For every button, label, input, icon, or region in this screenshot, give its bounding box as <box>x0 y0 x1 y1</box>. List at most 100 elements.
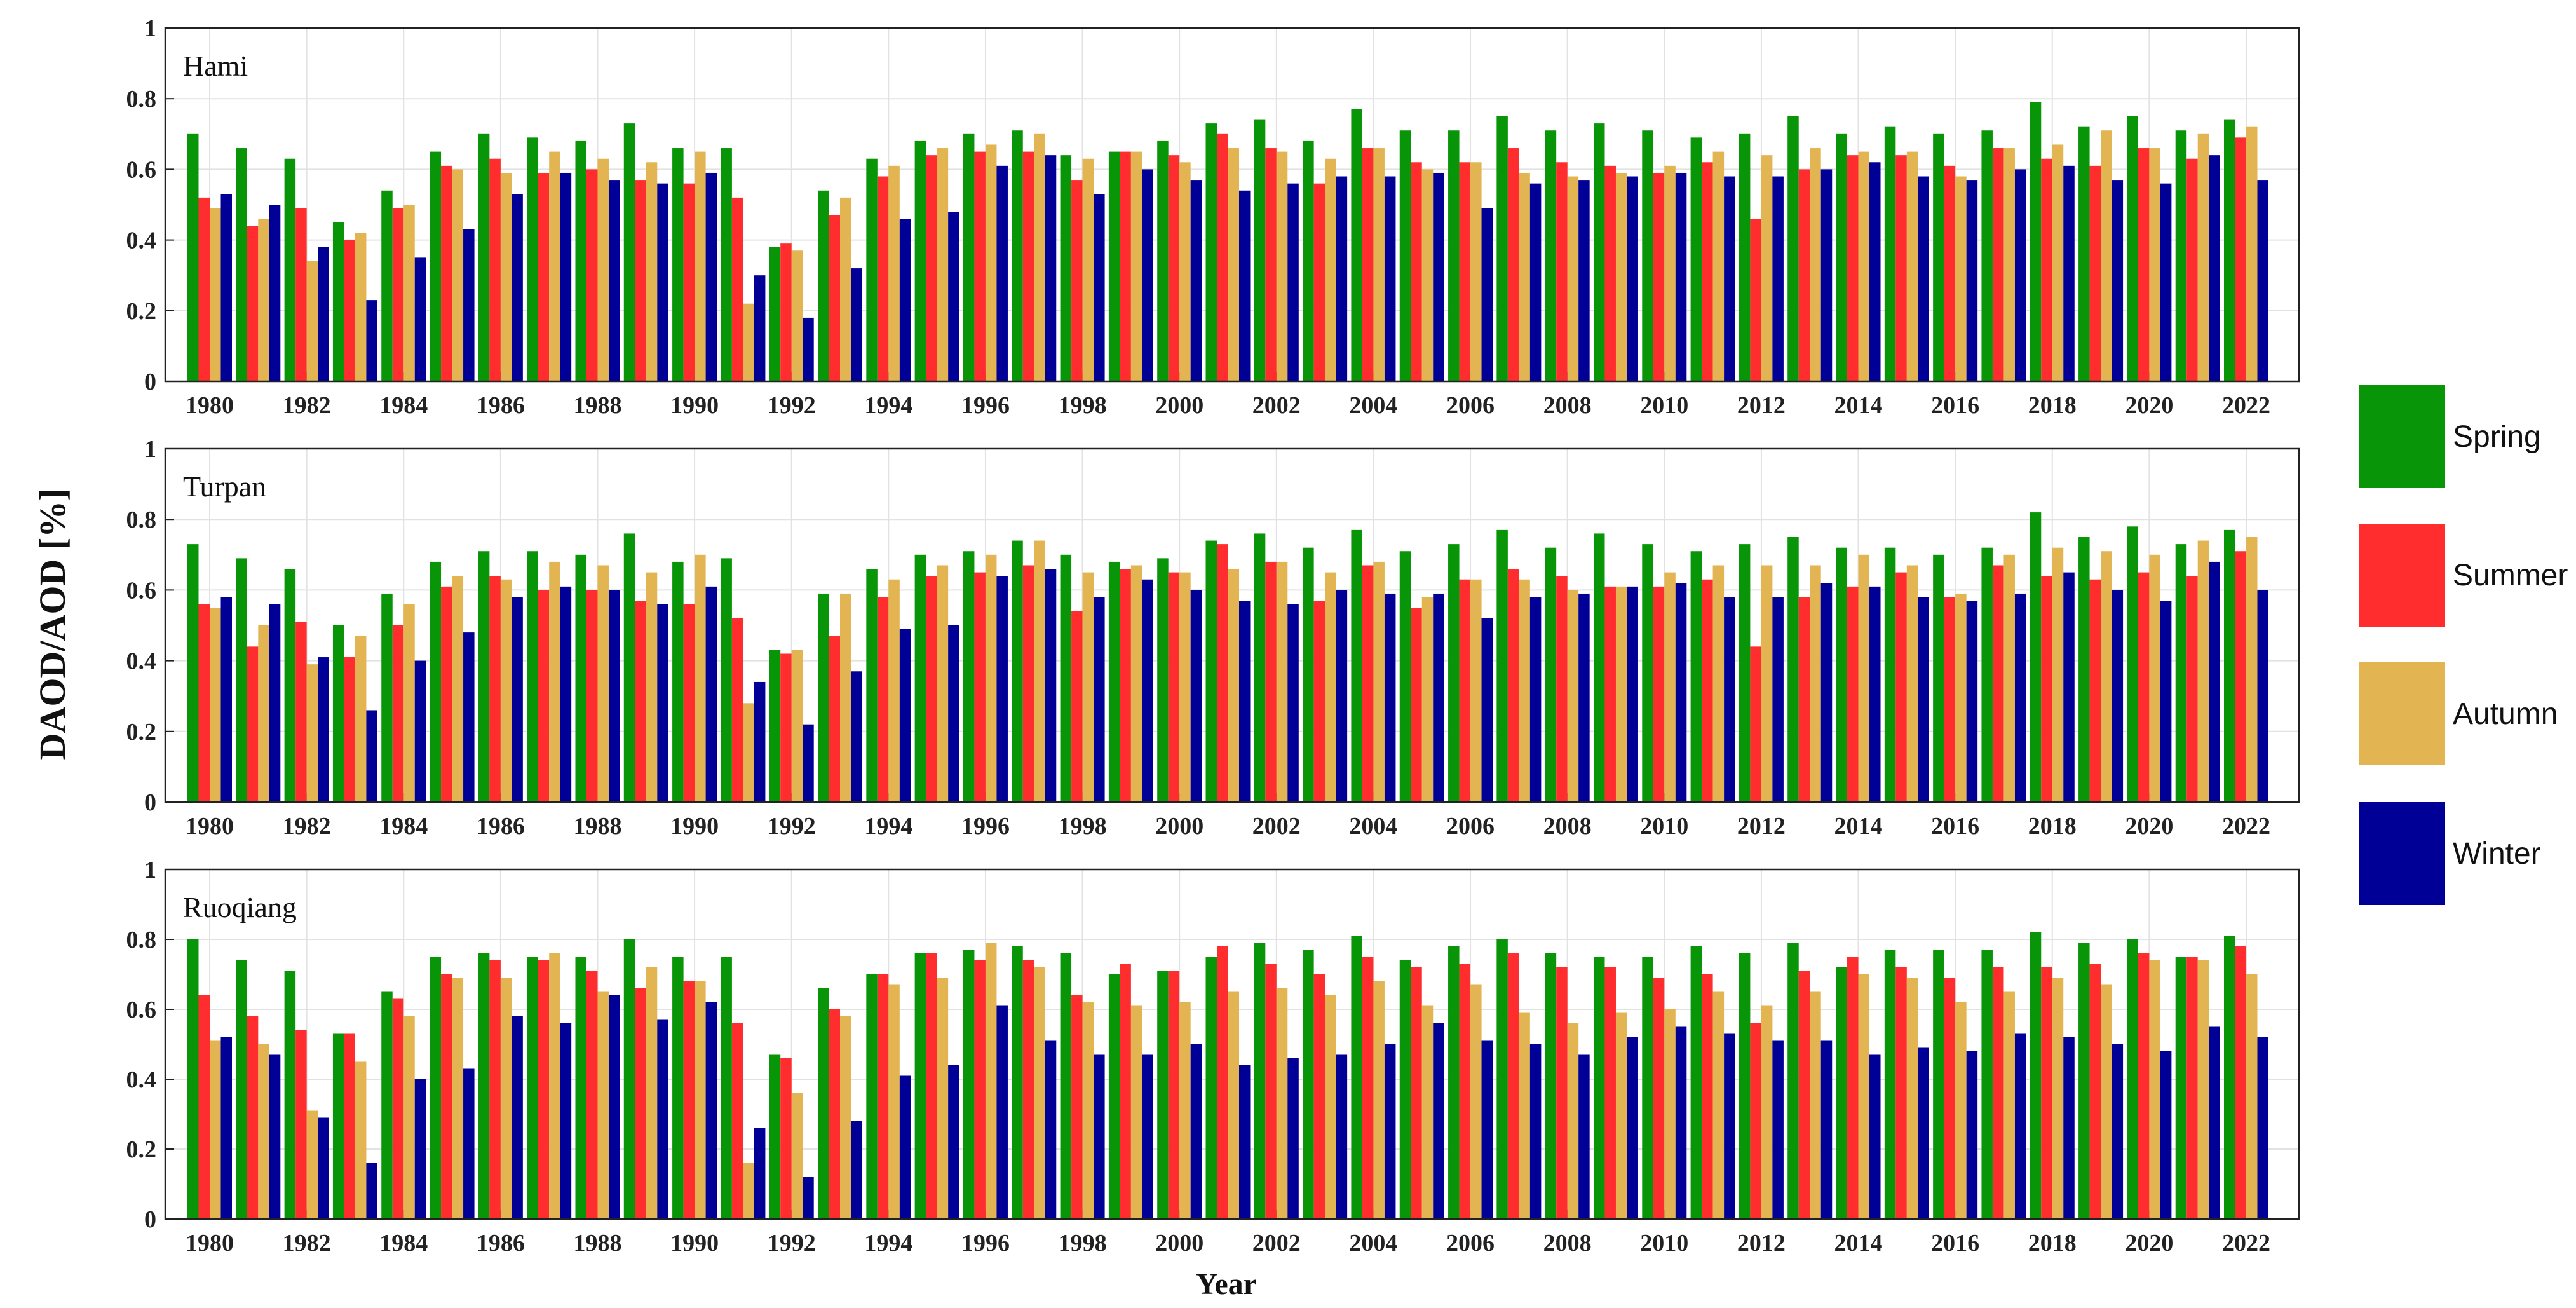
bar-spring-1996 <box>963 950 975 1219</box>
bar-autumn-1982 <box>306 664 318 802</box>
x-tick-label: 1992 <box>768 1230 816 1257</box>
legend-swatch-spring <box>2359 385 2445 488</box>
bar-autumn-1987 <box>549 151 560 381</box>
x-tick-label: 1998 <box>1059 1230 1107 1257</box>
bar-autumn-2018 <box>2052 547 2064 802</box>
bar-spring-2001 <box>1205 540 1217 802</box>
x-tick-label: 2004 <box>1349 1230 1397 1257</box>
bar-autumn-2003 <box>1325 158 1336 381</box>
bar-winter-2006 <box>1481 618 1493 802</box>
x-tick-label: 1988 <box>573 1230 621 1257</box>
x-tick-label: 2020 <box>2125 392 2173 419</box>
bar-summer-1986 <box>489 158 501 381</box>
bar-summer-2004 <box>1362 148 1374 382</box>
bar-winter-2020 <box>2160 183 2172 381</box>
bar-autumn-2015 <box>1906 978 1918 1219</box>
bar-summer-2020 <box>2138 953 2150 1219</box>
y-tick-label: 0 <box>144 789 156 816</box>
y-tick-label: 0 <box>144 369 156 395</box>
bar-spring-1983 <box>332 222 344 381</box>
bar-autumn-2013 <box>1810 991 1821 1219</box>
x-tick-label: 2022 <box>2222 1230 2270 1257</box>
bar-summer-2010 <box>1653 172 1665 381</box>
y-tick-label: 0.8 <box>126 86 157 112</box>
bar-summer-2018 <box>2041 967 2052 1219</box>
bar-winter-1995 <box>948 1065 959 1219</box>
x-tick-label: 1994 <box>864 1230 912 1257</box>
y-tick-label: 0.4 <box>126 228 157 254</box>
x-tick-label: 1984 <box>379 813 428 840</box>
panel-ruoqiang: 0 0.2 0.4 0.6 0.8 1 1980 1982 1984 1986 1988 1990 19… <box>126 857 2300 1257</box>
x-tick-label: 1990 <box>670 392 719 419</box>
bar-summer-2019 <box>2089 579 2101 802</box>
bar-spring-2014 <box>1836 547 1848 802</box>
bar-winter-1994 <box>899 1075 911 1219</box>
bar-summer-2007 <box>1507 569 1519 802</box>
bar-spring-2008 <box>1545 547 1557 802</box>
bar-summer-1988 <box>586 590 598 802</box>
bar-spring-2000 <box>1157 971 1169 1219</box>
bar-summer-2015 <box>1895 155 1907 381</box>
x-tick-label: 1988 <box>573 813 621 840</box>
bar-autumn-2017 <box>2003 991 2015 1219</box>
bar-spring-2017 <box>1981 130 1993 382</box>
bar-autumn-1981 <box>258 1044 269 1219</box>
bar-autumn-2009 <box>1615 172 1627 381</box>
bar-autumn-2011 <box>1712 151 1725 381</box>
bar-summer-1993 <box>829 215 841 381</box>
bar-autumn-2014 <box>1858 554 1870 802</box>
bar-spring-2016 <box>1933 133 1944 382</box>
bar-autumn-2001 <box>1228 148 1239 382</box>
bar-autumn-2021 <box>2197 133 2209 382</box>
bar-summer-1993 <box>829 1009 841 1219</box>
bar-winter-1987 <box>560 172 572 381</box>
bar-autumn-2016 <box>1955 176 1967 381</box>
bar-autumn-1994 <box>888 984 900 1219</box>
bar-autumn-2009 <box>1615 586 1627 802</box>
bar-winter-1985 <box>463 632 475 802</box>
panel-hami: 0 0.2 0.4 0.6 0.8 1 1980 1982 1984 1986 1988 1990 19… <box>126 15 2300 419</box>
bar-spring-2010 <box>1642 130 1653 382</box>
bar-spring-1997 <box>1012 946 1023 1219</box>
bar-spring-2020 <box>2127 526 2138 802</box>
bar-winter-1998 <box>1094 1054 1105 1219</box>
bar-winter-2017 <box>2014 593 2026 802</box>
bar-summer-2015 <box>1895 572 1907 802</box>
bar-summer-2006 <box>1459 162 1471 381</box>
bar-spring-2011 <box>1690 946 1702 1219</box>
bar-autumn-2005 <box>1421 597 1434 802</box>
bar-winter-2003 <box>1336 1054 1348 1219</box>
bar-autumn-2007 <box>1519 579 1530 802</box>
bar-autumn-2019 <box>2101 984 2112 1219</box>
y-tick-label: 0.8 <box>126 507 157 533</box>
bar-spring-1992 <box>769 1054 781 1219</box>
bar-winter-2008 <box>1578 593 1590 802</box>
bar-spring-2019 <box>2078 537 2090 802</box>
bar-winter-2022 <box>2257 1037 2268 1219</box>
bar-summer-2003 <box>1313 974 1325 1219</box>
bar-summer-2009 <box>1604 165 1616 381</box>
bar-spring-2014 <box>1836 967 1848 1219</box>
bar-summer-2005 <box>1411 608 1422 802</box>
bar-summer-2011 <box>1702 974 1713 1219</box>
bar-spring-2015 <box>1884 126 1896 381</box>
bar-spring-2021 <box>2175 130 2187 382</box>
bar-spring-1998 <box>1060 155 1072 381</box>
bar-winter-1989 <box>657 1019 668 1219</box>
bar-autumn-1980 <box>210 608 221 802</box>
bar-winter-2016 <box>1966 1051 1978 1219</box>
bar-summer-1994 <box>877 597 889 802</box>
bar-winter-2007 <box>1529 1044 1542 1219</box>
bar-winter-2001 <box>1239 601 1251 802</box>
bar-autumn-1994 <box>888 579 900 802</box>
bar-autumn-1995 <box>937 565 949 802</box>
bar-summer-2020 <box>2138 148 2150 382</box>
bar-spring-1990 <box>672 957 684 1219</box>
x-tick-label: 2014 <box>1834 813 1883 840</box>
bar-winter-1982 <box>318 247 329 381</box>
bar-winter-1997 <box>1045 155 1057 381</box>
bar-winter-1988 <box>608 590 620 802</box>
bar-summer-2022 <box>2235 551 2246 802</box>
x-tick-label: 1992 <box>768 392 816 419</box>
bar-winter-1997 <box>1045 569 1057 802</box>
